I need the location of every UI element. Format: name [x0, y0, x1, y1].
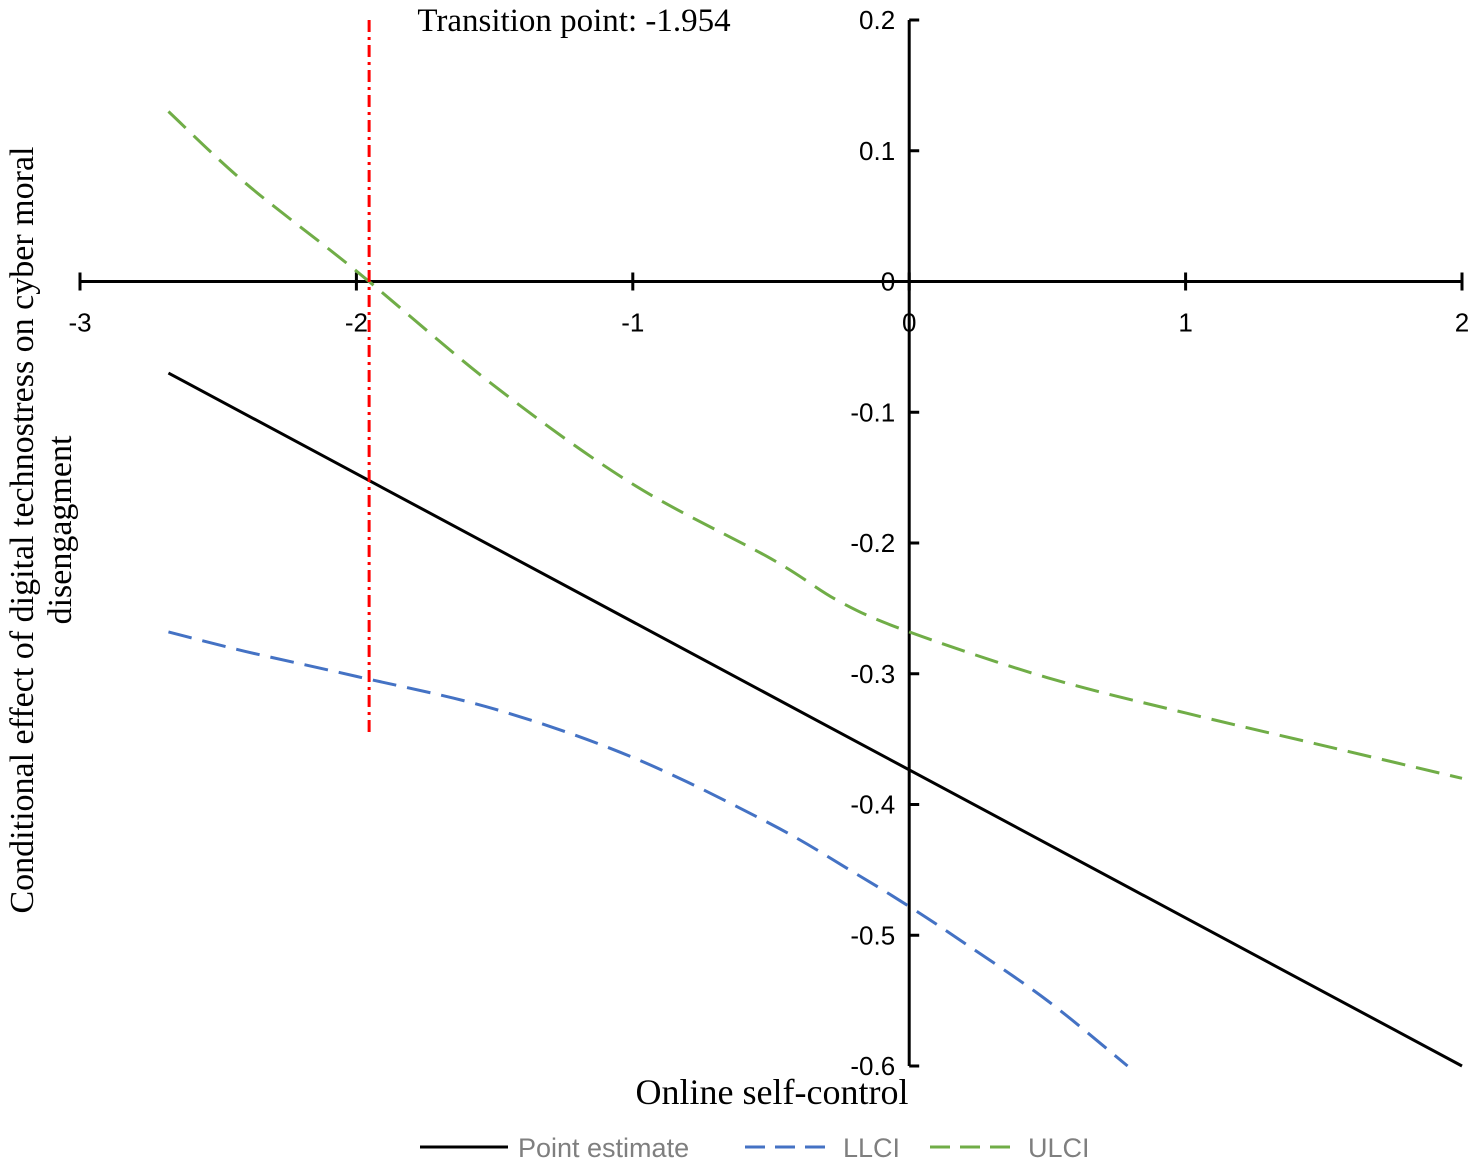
transition-point-label: Transition point: -1.954	[417, 3, 730, 39]
y-tick-label: 0	[881, 267, 895, 297]
y-tick-label: -0.5	[850, 920, 895, 950]
x-tick-label: 2	[1455, 308, 1469, 338]
series-line-point-estimate	[167, 371, 1463, 1068]
y-tick-label: -0.4	[850, 790, 895, 820]
y-tick-label: -0.2	[850, 528, 895, 558]
y-tick-label: -0.3	[850, 659, 895, 689]
y-axis-title-line-2: disengagment	[42, 435, 79, 624]
legend-label: Point estimate	[518, 1133, 689, 1163]
y-axis-title: Conditional effect of digital technostre…	[4, 147, 79, 914]
series-layer	[167, 110, 1463, 1068]
y-tick-label: 0.2	[859, 5, 895, 35]
y-tick-label: -0.1	[850, 397, 895, 427]
legend-label: LLCI	[843, 1133, 900, 1163]
y-tick-label: 0.1	[859, 136, 895, 166]
x-tick-label: 0	[902, 308, 916, 338]
x-tick-label: -2	[345, 308, 368, 338]
series-line-ulci	[167, 110, 1463, 780]
y-axis-title-line-1: Conditional effect of digital technostre…	[4, 147, 41, 914]
x-tick-label: 1	[1178, 308, 1192, 338]
annotation-layer: Transition point: -1.954	[367, 3, 731, 733]
axes: -3 -2 -1 0 1 2 0.2 0.1 0 -0.1 -0.2 -0.3 -0.4 -0.5 -0.6	[68, 5, 1469, 1081]
x-tick-label: -1	[621, 308, 644, 338]
x-tick-label: -3	[68, 308, 91, 338]
y-tick-label: -0.6	[850, 1051, 895, 1081]
x-axis-title: Online self-control	[636, 1072, 909, 1112]
legend: Point estimate LLCI ULCI	[420, 1133, 1090, 1163]
series-line-llci	[168, 630, 1129, 1068]
legend-label: ULCI	[1028, 1133, 1090, 1163]
